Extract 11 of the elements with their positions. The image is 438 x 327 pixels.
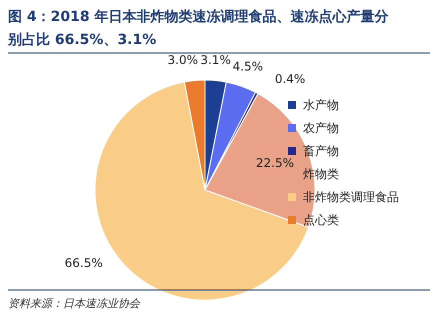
- data-label: 66.5%: [64, 256, 103, 270]
- data-label: 0.4%: [274, 72, 306, 86]
- chart-title: 图 4：2018 年日本非炸物类速冻调理食品、速冻点心产量分别占比 66.5%、3.1%: [7, 8, 390, 48]
- data-label: 22.5%: [256, 156, 294, 170]
- data-label: 3.1%: [200, 53, 231, 68]
- data-label: 4.5%: [232, 60, 264, 74]
- legend-label: 农产物: [303, 121, 339, 135]
- text: 资料来源：日本速冻业协会: [8, 297, 141, 310]
- legend-label: 水产物: [303, 98, 339, 112]
- legend-label: 畜产物: [303, 144, 339, 158]
- data-label: 3.0%: [168, 53, 198, 68]
